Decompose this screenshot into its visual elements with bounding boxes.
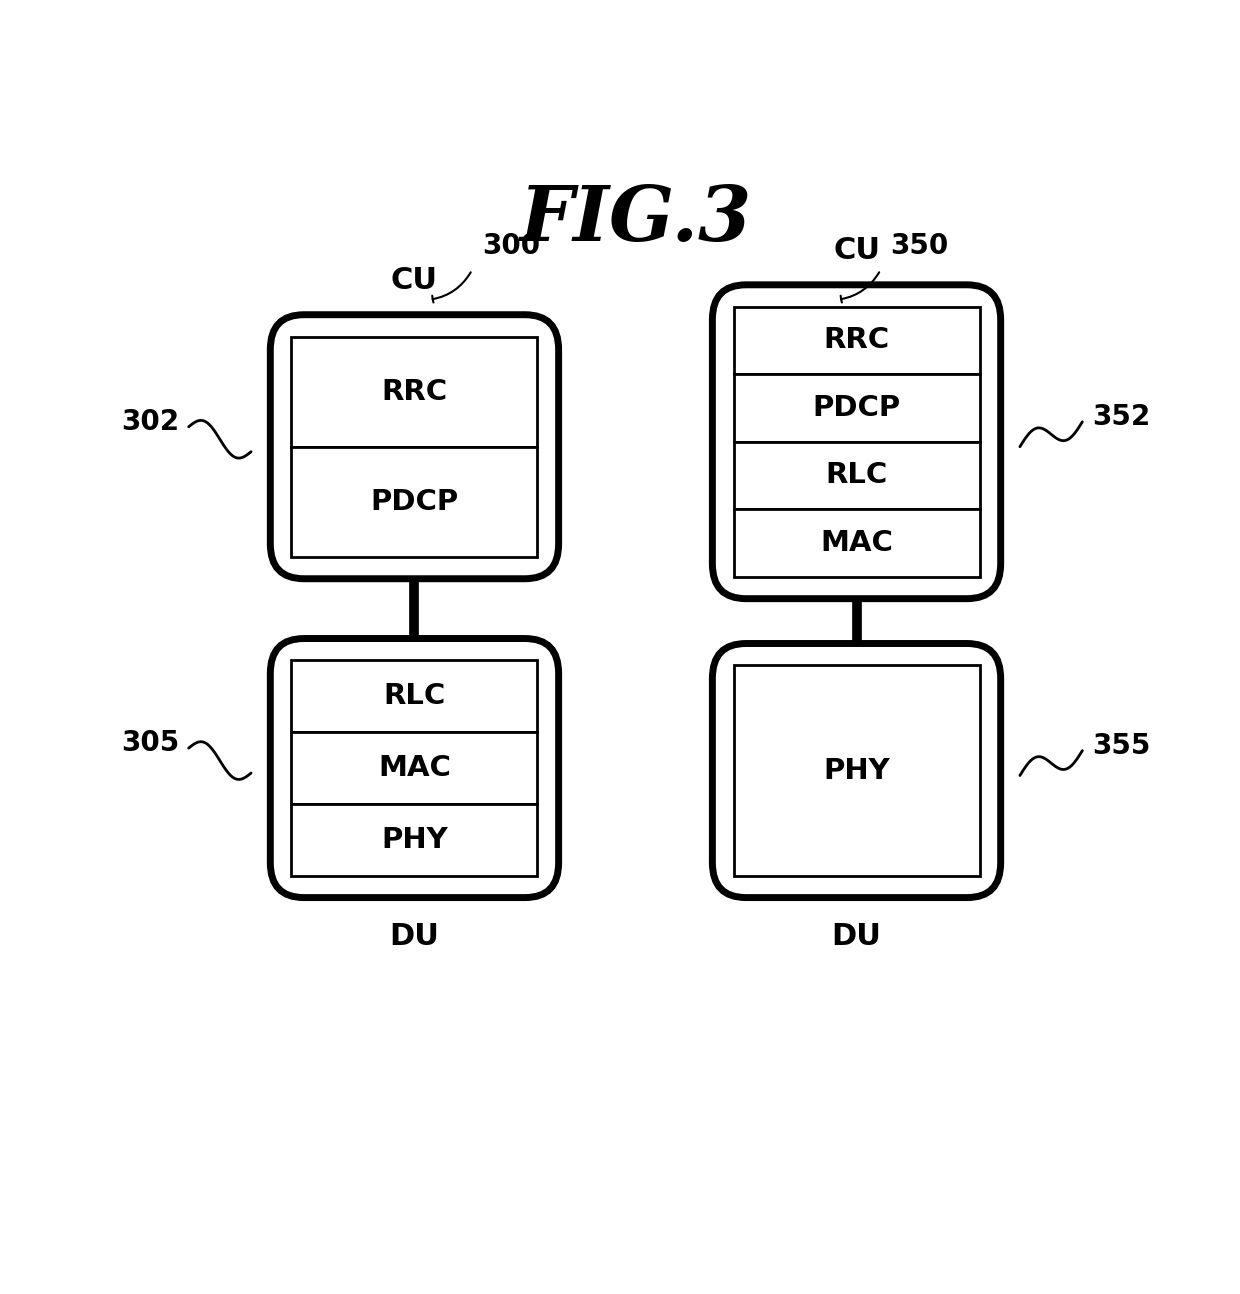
Text: PDCP: PDCP <box>812 393 900 422</box>
Text: 300: 300 <box>481 232 539 260</box>
FancyBboxPatch shape <box>270 314 558 578</box>
Text: RLC: RLC <box>383 682 445 710</box>
Text: 350: 350 <box>890 232 949 260</box>
FancyBboxPatch shape <box>712 643 1001 898</box>
Text: CU: CU <box>833 236 880 265</box>
Bar <box>734 665 980 876</box>
Text: DU: DU <box>389 923 439 951</box>
Text: MAC: MAC <box>820 529 893 556</box>
FancyBboxPatch shape <box>270 638 558 898</box>
Text: 302: 302 <box>120 408 179 436</box>
FancyBboxPatch shape <box>712 285 1001 599</box>
Text: PDCP: PDCP <box>371 488 459 516</box>
Text: PHY: PHY <box>381 826 448 854</box>
Text: 355: 355 <box>1092 731 1151 760</box>
Text: RRC: RRC <box>382 378 448 406</box>
Text: 305: 305 <box>120 729 179 757</box>
Bar <box>734 441 980 510</box>
Text: RLC: RLC <box>826 462 888 489</box>
Bar <box>291 336 537 446</box>
Text: MAC: MAC <box>378 754 451 782</box>
Text: DU: DU <box>832 923 882 951</box>
Bar <box>734 374 980 441</box>
Text: 352: 352 <box>1092 402 1151 431</box>
Bar <box>734 510 980 577</box>
Bar <box>291 446 537 556</box>
Bar <box>291 660 537 732</box>
Text: PHY: PHY <box>823 757 890 784</box>
Bar <box>291 804 537 876</box>
Text: FIG.3: FIG.3 <box>520 182 751 258</box>
Text: CU: CU <box>391 265 438 295</box>
Bar <box>734 307 980 374</box>
Bar <box>291 732 537 804</box>
Text: RRC: RRC <box>823 326 889 355</box>
